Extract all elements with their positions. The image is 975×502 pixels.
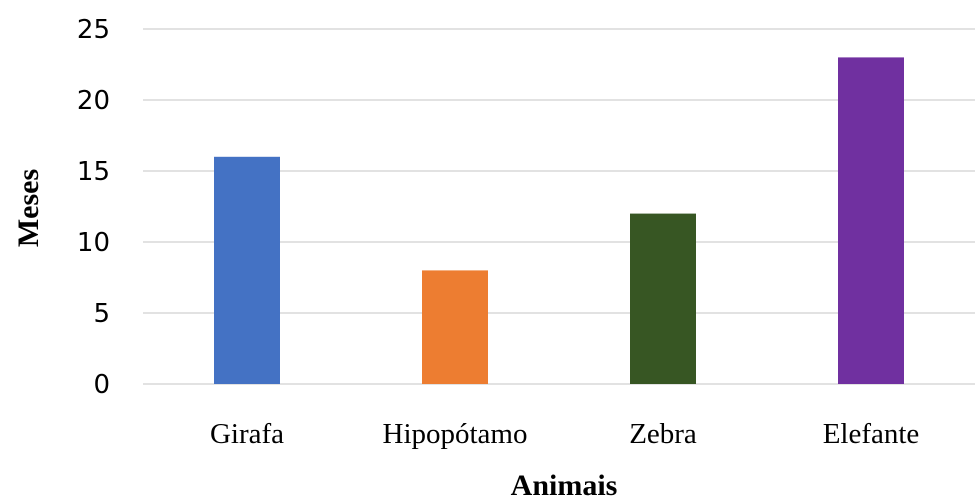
- y-tick-label: 0: [93, 370, 110, 400]
- x-tick-label: Girafa: [210, 418, 284, 450]
- y-axis-ticks: 0 5 10 15 20 25: [77, 15, 110, 400]
- y-axis-title: Meses: [12, 169, 45, 247]
- x-tick-label: Hipopótamo: [383, 418, 528, 450]
- bar-elefante: [838, 57, 904, 385]
- x-tick-label: Zebra: [629, 418, 697, 450]
- y-tick-label: 20: [77, 86, 110, 116]
- y-tick-label: 5: [93, 299, 110, 329]
- x-axis-ticks: Girafa Hipopótamo Zebra Elefante: [210, 418, 919, 450]
- x-axis-title: Animais: [511, 469, 618, 502]
- y-tick-label: 15: [77, 157, 110, 187]
- bar-girafa: [214, 156, 280, 384]
- y-tick-label: 10: [77, 228, 110, 258]
- y-tick-label: 25: [77, 15, 110, 45]
- gridlines: [143, 28, 975, 385]
- x-tick-label: Elefante: [823, 418, 920, 450]
- bar-zebra: [630, 213, 696, 384]
- bars: [214, 57, 904, 385]
- bar-hipopótamo: [422, 270, 488, 384]
